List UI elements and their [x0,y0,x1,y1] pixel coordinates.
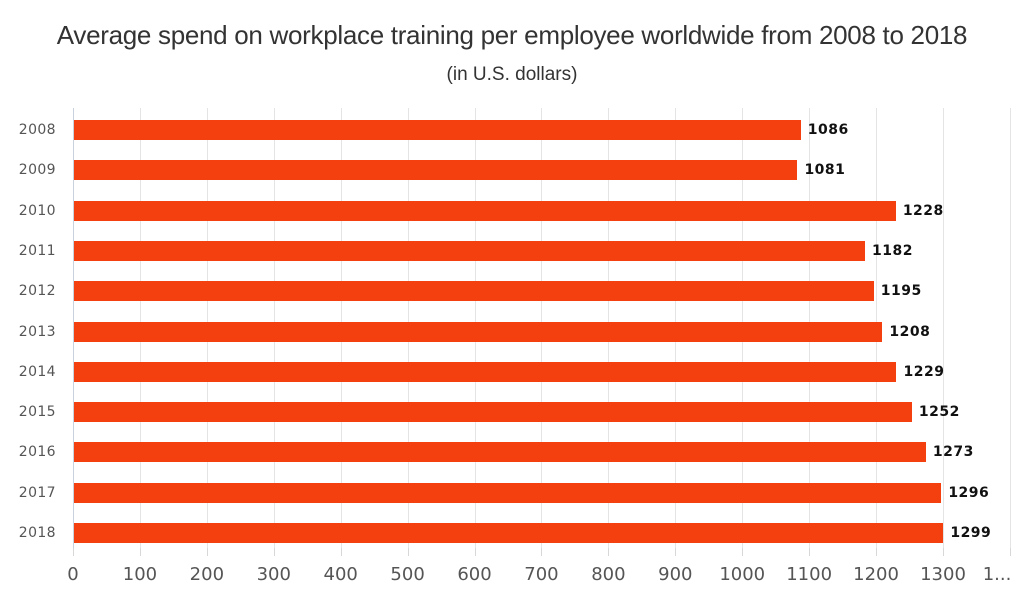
x-tick-label: 200 [189,564,225,585]
x-tick-label: 700 [524,564,559,585]
axis-tick [474,548,476,556]
x-tick-label: 900 [658,564,693,585]
axis-tick [206,548,208,556]
axis-tick [809,548,811,556]
data-label-2017: 1296 [948,484,990,501]
bar-2014[interactable] [74,361,897,382]
bar-2013[interactable] [74,321,883,342]
category-label: 2015 [18,404,56,421]
axis-tick [742,548,744,556]
data-label-2014: 1229 [903,363,945,380]
x-tick-label: 800 [591,564,626,585]
gridline [73,108,74,548]
x-tick-label: 500 [390,564,425,585]
category-label: 2014 [18,363,56,380]
category-label: 2018 [18,525,56,541]
axis-tick [675,548,677,556]
data-label-2015: 1252 [918,404,960,421]
x-tick-label: 1200 [853,564,899,585]
data-label-2013: 1208 [889,323,931,340]
x-tick-label: 1... [982,564,1012,585]
category-label: 2009 [18,162,56,179]
axis-tick [273,548,275,556]
x-tick-label: 400 [323,564,358,585]
bar-2018[interactable] [74,523,944,543]
bar-2008[interactable] [74,120,801,140]
data-label-2011: 1182 [872,242,913,259]
x-tick-label: 1000 [719,564,766,585]
x-tick-label: 300 [256,564,291,585]
x-tick-label: 600 [457,564,492,585]
x-tick-label: 0 [67,564,79,585]
category-label: 2012 [18,283,56,300]
gridline [943,108,944,548]
category-label: 2011 [18,242,56,259]
bar-2017[interactable] [74,482,942,503]
axis-tick [407,548,409,556]
bar-2012[interactable] [74,281,874,302]
bar-2016[interactable] [74,442,926,463]
category-label: 2016 [18,444,56,461]
data-label-2018: 1299 [950,525,992,541]
bar-2009[interactable] [74,160,798,181]
x-tick-label: 1300 [920,564,966,585]
category-label: 2017 [18,484,56,501]
axis-tick [73,548,74,556]
data-label-2016: 1273 [932,444,974,461]
data-label-2010: 1228 [902,202,944,219]
data-label-2008: 1086 [807,122,849,138]
plot-area: 1086 1081 1228 1182 1195 1208 1229 1252 1273 1296… [73,108,1024,556]
gridline [1009,108,1011,548]
bar-2011[interactable] [74,240,866,261]
axis-tick [340,548,342,556]
data-label-2009: 1081 [804,162,846,179]
x-tick-label: 100 [122,564,158,585]
x-tick-label: 1100 [786,564,833,585]
axis-tick [1009,548,1011,556]
category-label: 2010 [18,202,56,219]
bar-2010[interactable] [74,200,896,221]
data-label-2012: 1195 [880,283,922,300]
chart-subtitle: (in U.S. dollars) [446,64,578,85]
category-label: 2013 [18,323,56,340]
chart-title: Average spend on workplace training per … [56,20,968,50]
axis-tick [541,548,543,556]
axis-tick [139,548,141,556]
axis-tick [943,548,944,556]
axis-tick [876,548,878,556]
bar-2015[interactable] [74,402,912,423]
axis-tick [608,548,610,556]
category-label: 2008 [18,122,56,138]
